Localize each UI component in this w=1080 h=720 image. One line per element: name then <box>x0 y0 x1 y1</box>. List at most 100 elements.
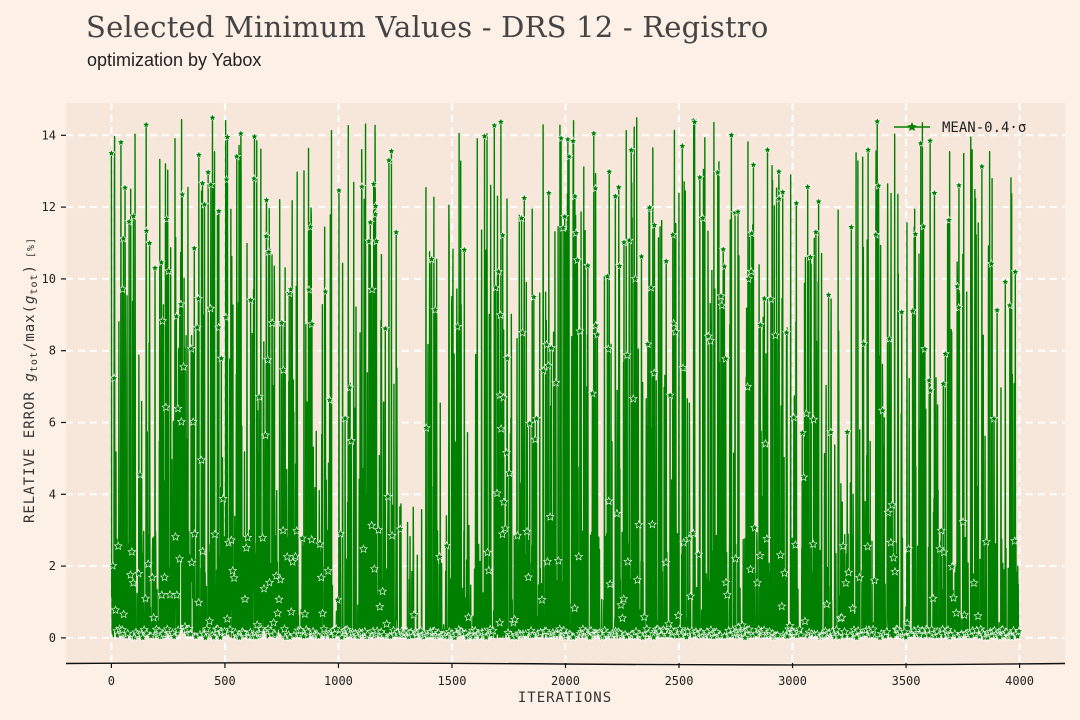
axes: 0 500 1000 1500 2000 2500 3000 3500 4000 0 2 4 6 8 10 1… <box>42 128 1066 688</box>
series-point-marker <box>669 318 679 328</box>
series-point-marker <box>918 221 929 231</box>
series-point-marker <box>570 603 580 613</box>
series-point-marker <box>123 628 133 638</box>
series-point-marker <box>948 593 959 602</box>
series-point-marker <box>890 566 900 576</box>
series-point-marker <box>489 120 499 130</box>
series-point-marker <box>617 613 627 623</box>
series-point-marker <box>459 245 469 254</box>
series-point-marker <box>337 632 347 642</box>
series-point-marker <box>110 605 121 614</box>
series-point-marker <box>632 575 642 584</box>
x-axis-line <box>65 662 1066 666</box>
series-point-marker <box>197 178 208 188</box>
series-point-marker <box>628 394 638 403</box>
series-point-marker <box>645 202 655 212</box>
series-point-marker <box>421 423 431 432</box>
series-point-marker <box>779 568 790 578</box>
series-point-marker <box>118 233 128 243</box>
y-tick-label: 14 <box>42 128 56 142</box>
series-point-marker <box>517 327 528 337</box>
series-point-marker <box>442 540 452 550</box>
series-point-marker <box>679 537 689 547</box>
series-point-marker <box>222 614 232 623</box>
series-point-marker <box>910 229 920 239</box>
series-point-marker <box>853 625 863 635</box>
series-point-marker <box>583 260 593 270</box>
series-point-marker <box>939 547 949 557</box>
series-point-marker <box>279 624 290 633</box>
series-point-marker <box>730 554 741 563</box>
series-point-marker <box>916 138 926 148</box>
series-point-marker <box>737 620 747 630</box>
series-point-marker <box>874 181 884 190</box>
series-point-marker <box>495 310 505 319</box>
series-point-marker <box>759 293 769 303</box>
series-point-marker <box>719 261 729 271</box>
series-point-marker <box>698 213 708 223</box>
series-point-marker <box>199 199 210 209</box>
series-point-marker <box>246 295 256 305</box>
series-point-marker <box>777 601 787 611</box>
series-point-marker <box>721 577 731 587</box>
legend-star-marker <box>907 121 917 132</box>
series-point-marker <box>740 633 750 642</box>
series-point-marker <box>800 616 810 626</box>
series-point-marker <box>138 633 148 642</box>
series-point-marker <box>305 222 315 231</box>
series-point-marker <box>256 624 266 634</box>
series-point-marker <box>364 236 374 246</box>
series-point-marker <box>345 383 355 392</box>
series-point-marker <box>935 544 945 553</box>
series-point-marker <box>610 191 620 201</box>
series-point-marker <box>499 497 509 507</box>
series-point-marker <box>128 578 138 587</box>
series-point-marker <box>318 608 328 618</box>
series-point-marker <box>1010 267 1020 276</box>
series-point-marker <box>688 528 698 538</box>
series-point-marker <box>521 629 531 638</box>
series-point-marker <box>958 517 968 526</box>
series-point-marker <box>643 628 653 638</box>
series-point-marker <box>992 305 1002 315</box>
series-point-marker <box>325 395 335 404</box>
series-point-marker <box>249 131 260 141</box>
series-point-marker <box>883 507 893 517</box>
series-point-marker <box>884 334 895 343</box>
series-point-marker <box>977 161 987 171</box>
series-point-marker <box>160 572 170 582</box>
series-point-marker <box>797 428 807 437</box>
series-point-marker <box>774 166 784 176</box>
series-point-marker <box>665 390 675 400</box>
series-point-marker <box>676 630 686 640</box>
series-point-marker <box>721 354 731 363</box>
series-point-marker <box>141 226 151 235</box>
series-point-marker <box>367 520 377 530</box>
series-point-marker <box>920 344 930 353</box>
series-point-marker <box>531 413 542 423</box>
series-point-marker <box>647 519 657 529</box>
series-point-marker <box>200 633 210 642</box>
series-point-marker <box>902 618 912 628</box>
series-point-marker <box>668 230 678 239</box>
series-point-marker <box>869 575 880 585</box>
series-point-marker <box>705 336 716 345</box>
series-point-marker <box>750 522 760 532</box>
series-point-marker <box>590 183 600 193</box>
series-point-marker <box>369 564 379 573</box>
series-point-marker <box>888 553 899 562</box>
series-point-marker <box>604 167 614 176</box>
series-point-marker <box>497 529 508 539</box>
series-point-marker <box>636 251 647 261</box>
series-point-marker <box>463 612 473 622</box>
chart-subtitle: optimization by Yabox <box>87 50 262 70</box>
series-point-marker <box>206 179 216 189</box>
series-point-marker <box>572 255 582 265</box>
series-point-marker <box>117 284 128 294</box>
series-point-marker <box>288 557 298 566</box>
series-point-marker <box>824 290 834 299</box>
series-point-marker <box>838 541 848 551</box>
series-point-marker <box>243 532 253 542</box>
series-point-marker <box>158 629 168 638</box>
